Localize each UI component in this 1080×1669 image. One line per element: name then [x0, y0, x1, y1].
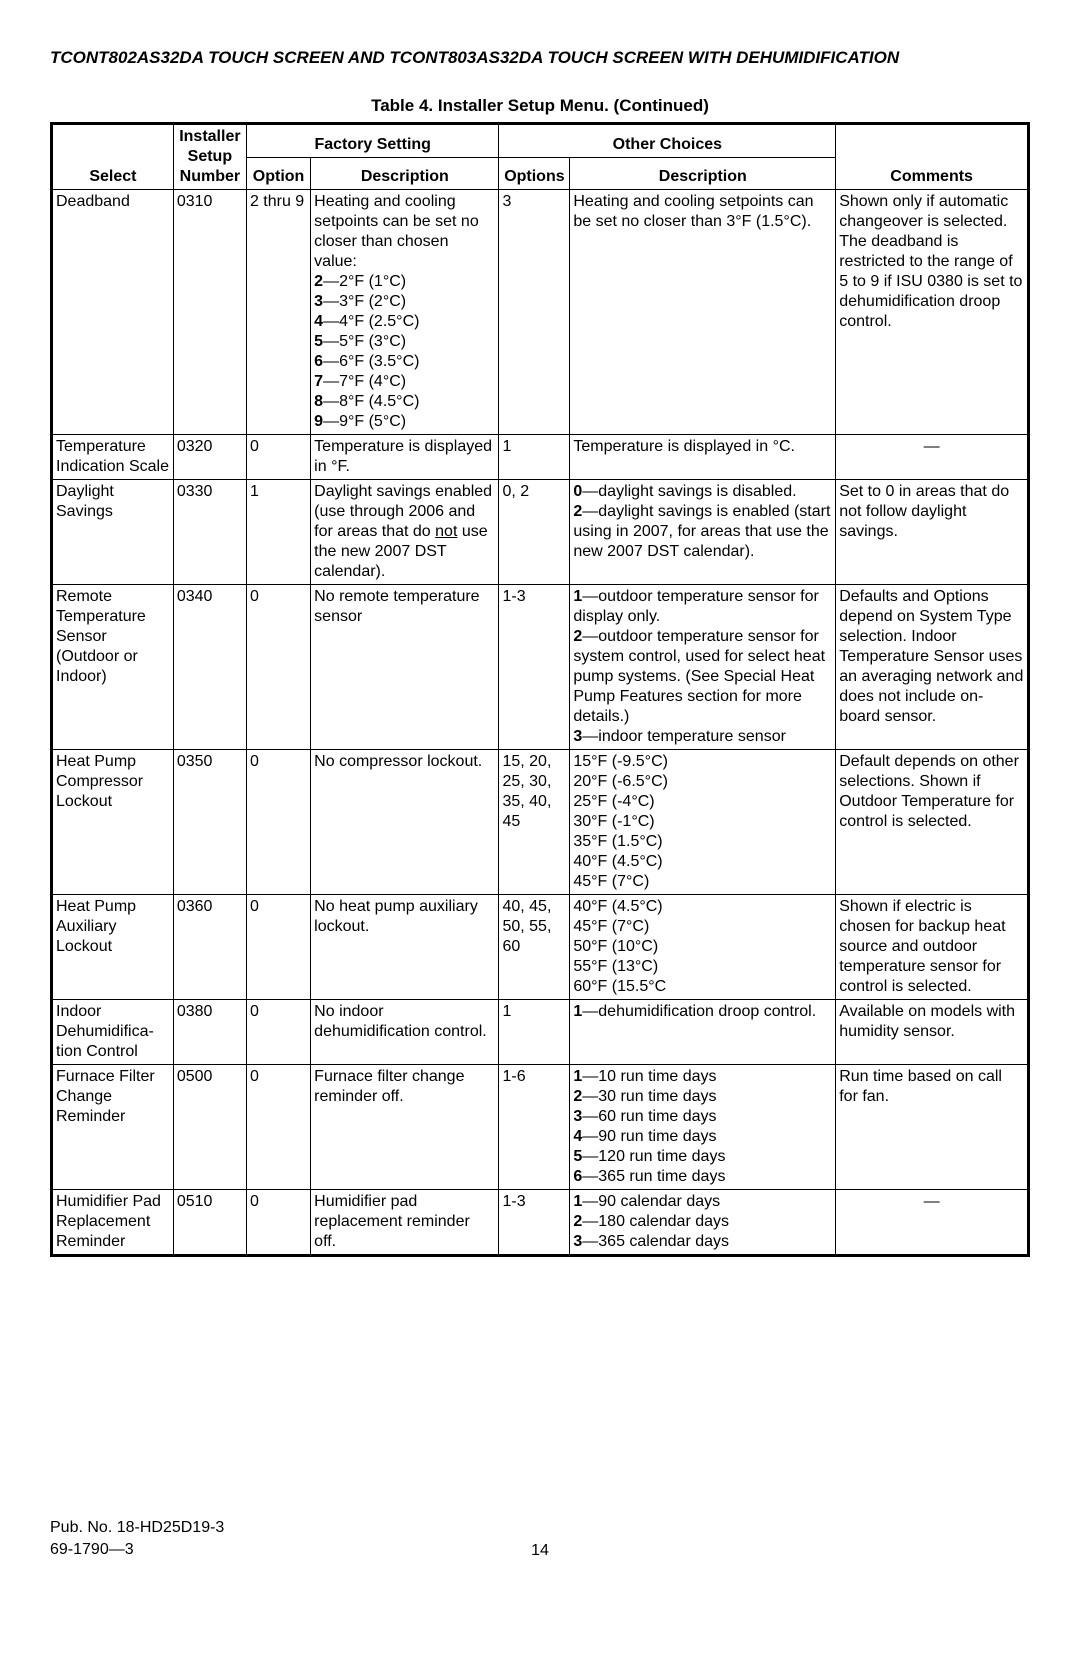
cell-options: 1-6	[499, 1065, 570, 1190]
page-number: 14	[531, 1542, 549, 1560]
cell-desc1: No remote temperature sensor	[311, 585, 499, 750]
cell-select: Remote Temperature Sensor (Outdoor or In…	[52, 585, 174, 750]
table-row: Heat Pump Compressor Lockout03500No comp…	[52, 750, 1029, 895]
pub-line-1: Pub. No. 18-HD25D19-3	[50, 1517, 1030, 1539]
cell-options: 1-3	[499, 1190, 570, 1256]
col-other: Other Choices	[499, 124, 836, 158]
doc-header: TCONT802AS32DA TOUCH SCREEN AND TCONT803…	[50, 48, 1030, 68]
table-title: Table 4. Installer Setup Menu. (Continue…	[50, 96, 1030, 116]
cell-desc1: Furnace filter change reminder off.	[311, 1065, 499, 1190]
cell-option: 0	[246, 895, 310, 1000]
cell-comments: Shown only if automatic changeover is se…	[836, 190, 1029, 435]
table-row: Remote Temperature Sensor (Outdoor or In…	[52, 585, 1029, 750]
cell-select: Indoor Dehumidifica- tion Control	[52, 1000, 174, 1065]
cell-option: 2 thru 9	[246, 190, 310, 435]
table-row: Heat Pump Auxiliary Lockout03600No heat …	[52, 895, 1029, 1000]
cell-comments: —	[836, 1190, 1029, 1256]
page-footer: Pub. No. 18-HD25D19-3 69-1790—3 14	[50, 1517, 1030, 1560]
cell-options: 1-3	[499, 585, 570, 750]
cell-comments: Shown if electric is chosen for backup h…	[836, 895, 1029, 1000]
cell-isu: 0330	[173, 480, 246, 585]
cell-options: 40, 45, 50, 55, 60	[499, 895, 570, 1000]
cell-option: 0	[246, 435, 310, 480]
cell-desc1: Daylight savings enabled (use through 20…	[311, 480, 499, 585]
cell-desc1: No compressor lockout.	[311, 750, 499, 895]
cell-comments: Default depends on other selections. Sho…	[836, 750, 1029, 895]
cell-desc2: 1—10 run time days2—30 run time days3—60…	[570, 1065, 836, 1190]
cell-select: Furnace Filter Change Reminder	[52, 1065, 174, 1190]
cell-comments: Defaults and Options depend on System Ty…	[836, 585, 1029, 750]
cell-option: 0	[246, 750, 310, 895]
cell-select: Deadband	[52, 190, 174, 435]
cell-desc1: Humidifier pad replacement reminder off.	[311, 1190, 499, 1256]
cell-isu: 0340	[173, 585, 246, 750]
cell-comments: Run time based on call for fan.	[836, 1065, 1029, 1190]
table-row: Deadband03102 thru 9Heating and cooling …	[52, 190, 1029, 435]
cell-option: 0	[246, 1190, 310, 1256]
installer-setup-table: Select Installer Setup Number Factory Se…	[50, 122, 1030, 1257]
cell-option: 0	[246, 1000, 310, 1065]
cell-desc2: 1—outdoor temperature sensor for display…	[570, 585, 836, 750]
cell-option: 1	[246, 480, 310, 585]
cell-desc2: Heating and cooling setpoints can be set…	[570, 190, 836, 435]
cell-isu: 0380	[173, 1000, 246, 1065]
cell-desc2: 15°F (-9.5°C)20°F (-6.5°C)25°F (-4°C)30°…	[570, 750, 836, 895]
cell-option: 0	[246, 1065, 310, 1190]
cell-isu: 0320	[173, 435, 246, 480]
cell-comments: —	[836, 435, 1029, 480]
cell-isu: 0310	[173, 190, 246, 435]
cell-desc1: Temperature is displayed in °F.	[311, 435, 499, 480]
cell-select: Daylight Savings	[52, 480, 174, 585]
col-select: Select	[52, 124, 174, 190]
table-row: Furnace Filter Change Reminder05000Furna…	[52, 1065, 1029, 1190]
cell-desc1: No indoor dehumidification control.	[311, 1000, 499, 1065]
cell-desc2: Temperature is displayed in °C.	[570, 435, 836, 480]
cell-desc2: 1—dehumidification droop control.	[570, 1000, 836, 1065]
cell-options: 15, 20, 25, 30, 35, 40, 45	[499, 750, 570, 895]
cell-select: Humidifier Pad Replacement Reminder	[52, 1190, 174, 1256]
table-row: Humidifier Pad Replacement Reminder05100…	[52, 1190, 1029, 1256]
col-desc1: Description	[311, 157, 499, 189]
col-factory: Factory Setting	[246, 124, 499, 158]
cell-desc2: 1—90 calendar days2—180 calendar days3—3…	[570, 1190, 836, 1256]
table-row: Indoor Dehumidifica- tion Control03800No…	[52, 1000, 1029, 1065]
cell-options: 3	[499, 190, 570, 435]
cell-option: 0	[246, 585, 310, 750]
col-options: Options	[499, 157, 570, 189]
cell-options: 1	[499, 1000, 570, 1065]
cell-select: Heat Pump Auxiliary Lockout	[52, 895, 174, 1000]
cell-isu: 0350	[173, 750, 246, 895]
col-desc2: Description	[570, 157, 836, 189]
cell-options: 1	[499, 435, 570, 480]
col-isu: Installer Setup Number	[173, 124, 246, 190]
table-row: Temperature Indication Scale03200Tempera…	[52, 435, 1029, 480]
cell-comments: Available on models with humidity sensor…	[836, 1000, 1029, 1065]
cell-desc2: 40°F (4.5°C)45°F (7°C)50°F (10°C)55°F (1…	[570, 895, 836, 1000]
cell-options: 0, 2	[499, 480, 570, 585]
col-option: Option	[246, 157, 310, 189]
cell-desc1: Heating and cooling setpoints can be set…	[311, 190, 499, 435]
cell-isu: 0360	[173, 895, 246, 1000]
cell-isu: 0500	[173, 1065, 246, 1190]
cell-comments: Set to 0 in areas that do not follow day…	[836, 480, 1029, 585]
cell-desc2: 0—daylight savings is disabled.2—dayligh…	[570, 480, 836, 585]
col-comments: Comments	[836, 124, 1029, 190]
cell-desc1: No heat pump auxiliary lockout.	[311, 895, 499, 1000]
cell-select: Heat Pump Compressor Lockout	[52, 750, 174, 895]
cell-isu: 0510	[173, 1190, 246, 1256]
cell-select: Temperature Indication Scale	[52, 435, 174, 480]
table-row: Daylight Savings03301Daylight savings en…	[52, 480, 1029, 585]
